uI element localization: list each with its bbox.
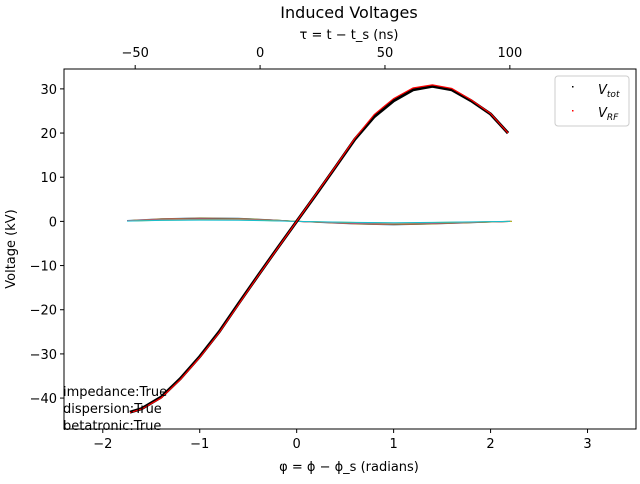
plot-frame [63, 68, 637, 430]
top-x-tick-label: 50 [377, 46, 394, 61]
legend-label-vrf: VRF [598, 106, 619, 123]
y-tick-label: 20 [40, 127, 57, 142]
x-tick-label: −1 [190, 437, 209, 452]
series-line-vrf [129, 84, 509, 414]
y-axis-label: Voltage (kV) [4, 209, 19, 288]
top-x-axis-label: τ = t − t_s (ns) [300, 28, 399, 43]
chart-title: Induced Voltages [280, 3, 417, 22]
top-x-tick-label: −50 [121, 46, 148, 61]
y-tick-label: 30 [40, 83, 57, 98]
y-tick-label: 0 [49, 215, 57, 230]
induced-band-line [127, 219, 510, 224]
y-tick-label: −40 [30, 392, 57, 407]
legend-marker-vrf [572, 110, 574, 112]
x-tick-label: 0 [293, 437, 301, 452]
legend-marker-vtot [572, 86, 574, 88]
legend-box [554, 75, 630, 127]
x-tick-label: 3 [583, 437, 591, 452]
legend: Vtot VRF [554, 75, 630, 127]
top-x-tick-label: 0 [256, 46, 264, 61]
annotation-dispersion: dispersion:True [63, 402, 162, 417]
x-tick-label: −2 [93, 437, 112, 452]
x-tick-label: 1 [389, 437, 397, 452]
y-tick-label: −30 [30, 348, 57, 363]
annotation-impedance: impedance:True [63, 385, 167, 400]
annotation-betatronic: betatronic:True [63, 419, 161, 434]
legend-label-vtot: Vtot [598, 83, 620, 100]
plot-content [126, 84, 512, 414]
x-axis-label: φ = ϕ − ϕ_s (radians) [279, 460, 419, 475]
top-x-tick-label: 100 [497, 46, 522, 61]
x-tick-label: 2 [486, 437, 494, 452]
plot-area [126, 84, 512, 414]
y-tick-label: −20 [30, 304, 57, 319]
y-tick-label: −10 [30, 260, 57, 275]
series-line-vtot [129, 84, 510, 414]
settings-annotations: impedance:True dispersion:True betatroni… [63, 385, 167, 434]
y-tick-label: 10 [40, 171, 57, 186]
